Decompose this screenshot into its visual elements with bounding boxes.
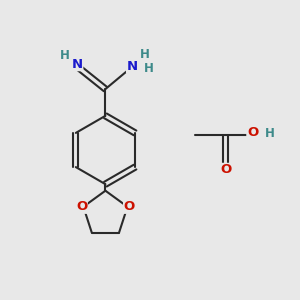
Text: H: H xyxy=(140,48,150,62)
Text: O: O xyxy=(247,126,258,139)
Text: H: H xyxy=(265,127,275,140)
Text: O: O xyxy=(220,164,231,176)
Text: H: H xyxy=(144,62,154,75)
Text: H: H xyxy=(59,49,69,62)
Text: O: O xyxy=(76,200,87,213)
Text: O: O xyxy=(124,200,135,213)
Text: N: N xyxy=(72,58,83,70)
Text: N: N xyxy=(127,60,138,73)
